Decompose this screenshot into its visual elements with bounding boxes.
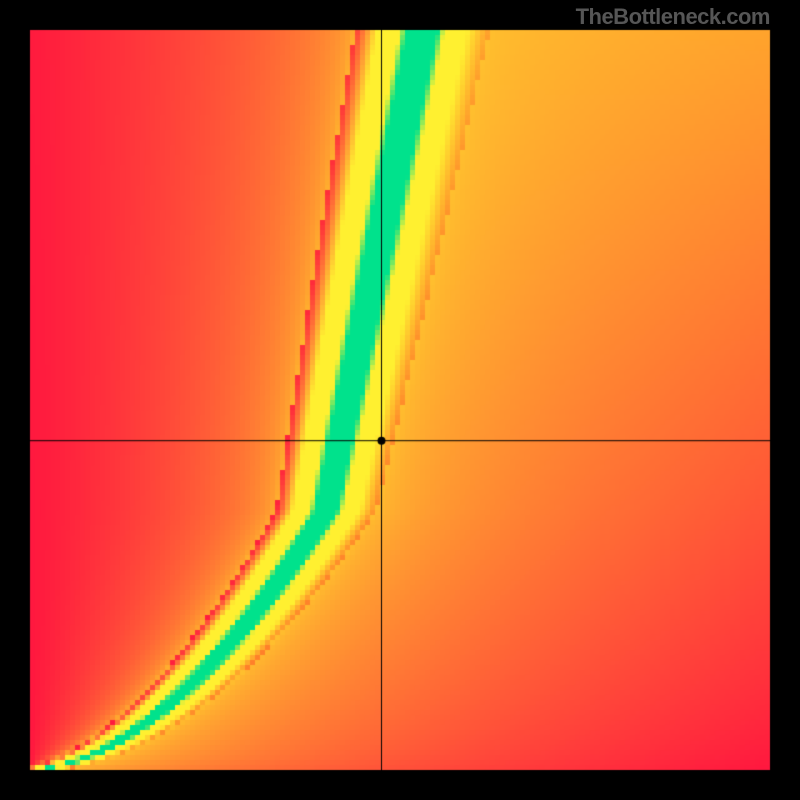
chart-container: TheBottleneck.com bbox=[0, 0, 800, 800]
heatmap-canvas bbox=[0, 0, 800, 800]
watermark-text: TheBottleneck.com bbox=[576, 4, 770, 30]
